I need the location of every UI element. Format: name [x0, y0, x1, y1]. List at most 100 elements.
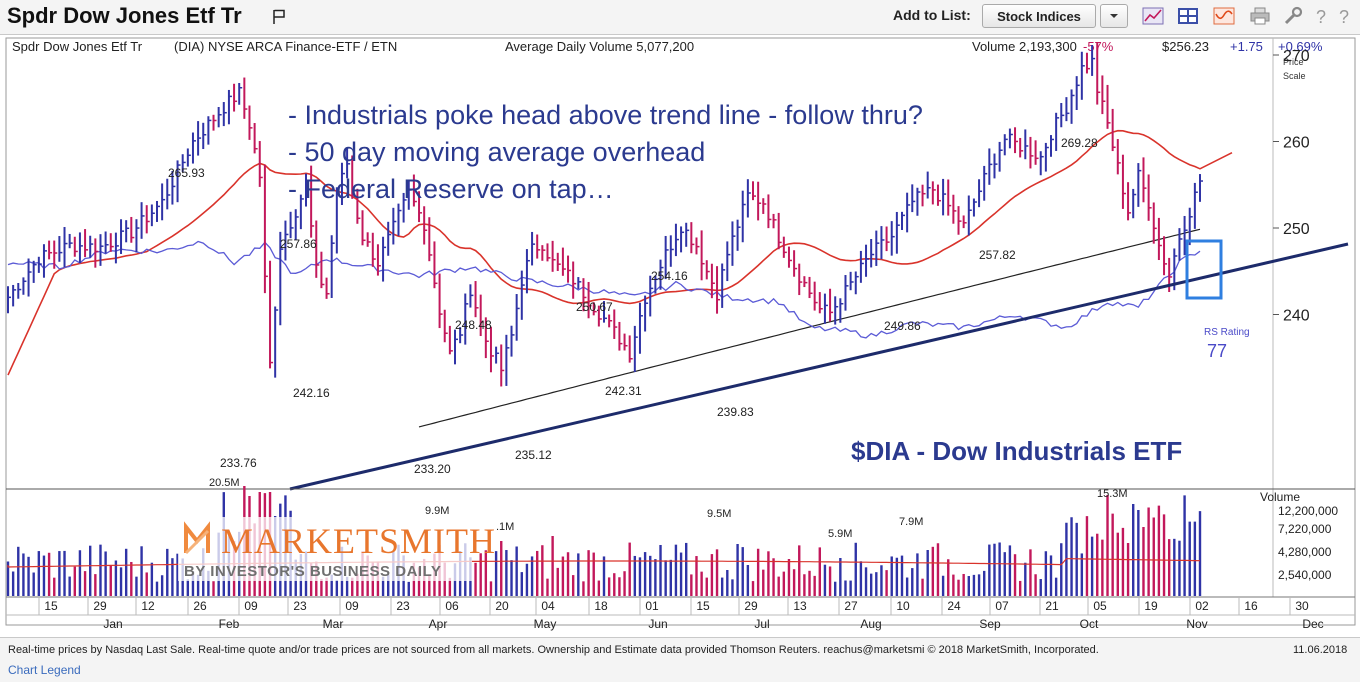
volume-label: 5.9M	[828, 528, 852, 540]
header-price: $256.23	[1162, 39, 1209, 54]
annotation-3: - Federal Reserve on tap…	[288, 174, 614, 204]
header-volume-change: -57%	[1083, 39, 1114, 54]
list-dropdown-button[interactable]	[1100, 4, 1128, 28]
app-title: Spdr Dow Jones Etf Tr	[7, 3, 242, 28]
price-label: 254.16	[651, 269, 688, 283]
brand-name: MARKETSMITH	[221, 521, 496, 561]
flag-icon[interactable]	[272, 9, 286, 25]
price-label: 265.93	[168, 166, 205, 180]
price-scale-label-2: Scale	[1283, 71, 1306, 81]
month-label: Dec	[1302, 617, 1323, 631]
volume-tick-label: 4,280,000	[1278, 545, 1332, 559]
price-label: 233.76	[220, 456, 257, 470]
price-label: 248.48	[455, 318, 492, 332]
month-label: Apr	[429, 617, 448, 631]
price-label: 233.20	[414, 462, 451, 476]
header-change-pct: +0.69%	[1278, 39, 1323, 54]
date-tick-label: 20	[495, 599, 509, 613]
trend-line-layer	[289, 242, 1349, 491]
annotation-1: - Industrials poke head above trend line…	[288, 100, 923, 130]
date-tick-label: 15	[696, 599, 710, 613]
indicator-icon[interactable]	[1213, 6, 1235, 26]
volume-tick-label: 12,200,000	[1278, 504, 1338, 518]
price-label: 235.12	[515, 448, 552, 462]
ma200-line	[418, 228, 1201, 428]
header-info: (DIA) NYSE ARCA Finance-ETF / ETN	[174, 39, 397, 54]
chevron-down-icon	[1110, 14, 1118, 18]
header-avg-volume: Average Daily Volume 5,077,200	[505, 39, 694, 54]
volume-bars-layer	[6, 486, 1202, 596]
stock-chart[interactable]: Spdr Dow Jones Etf Tr (DIA) NYSE ARCA Fi…	[0, 35, 1360, 637]
date-tick-label: 01	[645, 599, 659, 613]
date-tick-label: 23	[293, 599, 307, 613]
price-tick-label: 250	[1283, 221, 1310, 238]
price-label: 269.28	[1061, 136, 1098, 150]
date-tick-label: 29	[744, 599, 758, 613]
month-label: Jan	[103, 617, 122, 631]
rs-line-layer	[7, 240, 1201, 339]
ma50-line	[7, 129, 1233, 376]
help-icon[interactable]: ?	[1311, 6, 1333, 26]
date-tick-label: 29	[93, 599, 107, 613]
volume-label: 15.3M	[1097, 488, 1128, 500]
date-tick-label: 07	[995, 599, 1009, 613]
date-tick-label: 21	[1045, 599, 1059, 613]
list-select[interactable]: Stock Indices	[982, 4, 1096, 28]
price-label: 257.82	[979, 248, 1016, 262]
rs-rating-value: 77	[1207, 341, 1227, 361]
volume-tick-label: 7,220,000	[1278, 522, 1332, 536]
header-change: +1.75	[1230, 39, 1263, 54]
month-label: Oct	[1080, 617, 1099, 631]
volume-label: 7.9M	[899, 516, 923, 528]
price-labels-layer: 265.93 257.86 242.16 233.76 233.20 248.48 235.…	[168, 136, 1098, 476]
layout-grid-icon[interactable]	[1177, 6, 1199, 26]
line-chart-icon[interactable]	[1142, 6, 1164, 26]
month-label: Aug	[860, 617, 881, 631]
chart-legend-link[interactable]: Chart Legend	[8, 663, 81, 677]
volume-tick-label: 2,540,000	[1278, 568, 1332, 582]
ma50-layer	[7, 129, 1233, 376]
settings-tools-icon[interactable]	[1282, 6, 1304, 26]
price-axis: 240 250 260 270	[1273, 48, 1310, 325]
month-label: Sep	[979, 617, 1001, 631]
svg-text:?: ?	[1316, 7, 1326, 26]
marketsmith-logo: MARKETSMITH BY INVESTOR'S BUSINESS DAILY	[178, 517, 496, 581]
trend-line	[289, 242, 1349, 491]
rs-line	[7, 240, 1201, 339]
month-label: May	[534, 617, 557, 631]
price-label: 239.83	[717, 405, 754, 419]
price-label: 250.67	[576, 300, 613, 314]
volume-label: .1M	[496, 521, 514, 533]
print-icon[interactable]	[1249, 6, 1271, 26]
footer: Real-time prices by Nasdaq Last Sale. Re…	[0, 637, 1360, 682]
date-tick-label: 13	[793, 599, 807, 613]
brand-tagline: BY INVESTOR'S BUSINESS DAILY	[184, 563, 441, 580]
date-tick-label: 12	[141, 599, 155, 613]
date-tick-label: 10	[896, 599, 910, 613]
price-label: 242.16	[293, 386, 330, 400]
svg-text:?: ?	[1339, 7, 1349, 26]
volume-label: 20.5M	[209, 477, 240, 489]
add-to-list-label: Add to List:	[893, 7, 971, 23]
month-label: Feb	[219, 617, 240, 631]
help-icon-secondary[interactable]: ?	[1334, 6, 1356, 26]
date-tick-label: 30	[1295, 599, 1309, 613]
month-label: Nov	[1186, 617, 1207, 631]
date-tick-label: 16	[1244, 599, 1258, 613]
price-scale-label: Price	[1283, 57, 1304, 67]
chart-caption: $DIA - Dow Industrials ETF	[851, 436, 1182, 466]
volume-label: 9.5M	[707, 508, 731, 520]
volume-axis-title: Volume	[1260, 490, 1300, 504]
price-tick-label: 240	[1283, 308, 1310, 325]
footer-disclaimer: Real-time prices by Nasdaq Last Sale. Re…	[8, 644, 1099, 656]
volume-labels-layer: 20.5M 9.9M .1M 9.5M 5.9M 7.9M 15.3M	[209, 477, 1128, 540]
toolbar: Spdr Dow Jones Etf Tr Add to List: Stock…	[0, 0, 1360, 35]
ma200-layer	[418, 228, 1201, 428]
date-tick-label: 04	[541, 599, 555, 613]
price-label: 249.86	[884, 319, 921, 333]
price-tick-label: 270	[1283, 48, 1310, 65]
month-label: Jul	[754, 617, 769, 631]
date-tick-label: 05	[1093, 599, 1107, 613]
volume-label: 9.9M	[425, 505, 449, 517]
price-label: 257.86	[280, 237, 317, 251]
